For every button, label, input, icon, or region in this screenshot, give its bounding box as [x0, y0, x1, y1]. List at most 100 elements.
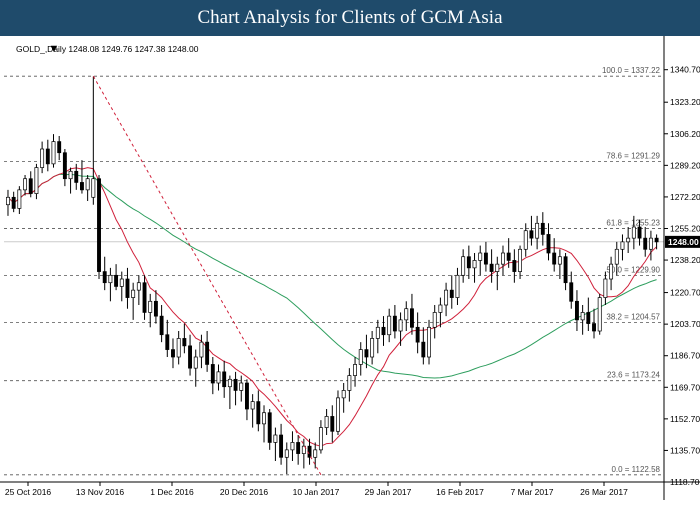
candle-body	[267, 412, 272, 443]
candle-body	[193, 356, 198, 369]
candle-body	[654, 237, 659, 243]
candle-body	[392, 315, 397, 332]
candle-body	[347, 375, 352, 391]
y-axis-tick-label: 1340.70	[670, 65, 700, 75]
candle-body	[227, 378, 232, 388]
candle-body	[51, 141, 56, 165]
candle-body	[597, 297, 602, 332]
candle-body	[262, 412, 266, 425]
candle-body	[45, 148, 50, 165]
candle-body	[250, 401, 255, 410]
candle-body	[301, 445, 306, 454]
candle-body	[472, 260, 477, 269]
candle-body	[40, 148, 45, 168]
x-axis-tick-label: 7 Mar 2017	[511, 487, 554, 497]
candle-body	[6, 196, 10, 206]
chart-header-title: Chart Analysis for Clients of GCM Asia	[0, 0, 700, 36]
fib-level-label: 23.6 = 1173.24	[607, 371, 661, 380]
candle-body	[444, 289, 449, 306]
y-axis-tick-label: 1169.70	[670, 382, 700, 392]
candle-body	[296, 442, 301, 454]
candle-body	[569, 282, 574, 302]
candle-body	[626, 237, 631, 243]
candle-body	[17, 189, 22, 209]
slow-moving-average-line	[7, 173, 657, 379]
candle-body	[28, 178, 33, 194]
candle-body	[148, 300, 153, 313]
candle-body	[523, 230, 528, 250]
y-axis-tick-label: 1135.70	[670, 445, 700, 455]
candle-body	[364, 349, 369, 358]
y-axis-tick-label: 1323.20	[670, 97, 700, 107]
candle-body	[279, 434, 284, 458]
candle-body	[85, 178, 90, 191]
x-axis-tick-label: 10 Jan 2017	[293, 487, 340, 497]
candle-body	[318, 427, 323, 451]
candle-body	[182, 338, 187, 347]
y-axis-tick-label: 1186.70	[670, 351, 700, 361]
candle-body	[125, 278, 130, 298]
candle-body	[643, 237, 648, 250]
candle-body	[574, 300, 579, 321]
x-axis-tick-label: 1 Dec 2016	[150, 487, 194, 497]
candle-body	[222, 371, 227, 388]
candle-body	[501, 252, 505, 265]
candle-body	[421, 341, 426, 358]
y-axis-tick-label: 1203.70	[670, 319, 700, 329]
y-axis-tick-label: 1289.20	[670, 160, 700, 170]
candle-body	[34, 167, 39, 194]
candle-body	[153, 300, 158, 317]
candle-body	[57, 141, 62, 154]
candle-body	[535, 222, 540, 239]
candle-body	[427, 326, 431, 358]
candle-body	[637, 226, 642, 239]
candle-body	[91, 178, 96, 198]
candle-body	[540, 222, 545, 235]
candle-body	[142, 282, 147, 313]
y-axis-tick-label: 1220.70	[670, 288, 700, 298]
candle-body	[284, 449, 289, 458]
candle-body	[387, 315, 392, 336]
candle-body	[131, 289, 136, 298]
candle-body	[171, 349, 175, 358]
candle-body	[256, 401, 261, 425]
candle-body	[512, 260, 517, 272]
candle-body	[580, 312, 585, 321]
candle-body	[11, 196, 16, 209]
y-axis-tick-label: 1238.20	[670, 255, 700, 265]
fib-level-label: 50.0 = 1229.90	[606, 265, 660, 274]
candle-body	[353, 364, 358, 376]
candle-body	[398, 319, 403, 332]
candle-body	[586, 312, 591, 324]
candle-body	[449, 289, 454, 298]
candle-body	[546, 234, 551, 254]
candle-body	[438, 304, 443, 313]
candle-body	[97, 178, 101, 272]
candle-body	[307, 445, 312, 458]
candle-body	[136, 282, 141, 291]
candle-body	[62, 152, 67, 180]
candle-body	[478, 252, 483, 261]
current-price-label: 1248.00	[668, 237, 699, 247]
candle-body	[552, 252, 557, 265]
candle-body	[244, 382, 249, 410]
candle-body	[205, 341, 210, 365]
candle-body	[159, 315, 164, 336]
price-chart: ▼ GOLD_,Daily 1248.08 1249.76 1247.38 12…	[0, 36, 700, 500]
candle-body	[483, 252, 488, 265]
candle-body	[415, 326, 420, 343]
y-axis-tick-label: 1118.70	[670, 477, 700, 487]
candle-body	[102, 271, 107, 284]
candle-body	[165, 334, 170, 350]
candle-body	[455, 274, 460, 298]
x-axis-tick-label: 26 Mar 2017	[580, 487, 628, 497]
candle-body	[529, 230, 534, 239]
candle-body	[506, 252, 511, 261]
fib-level-label: 0.0 = 1122.58	[611, 465, 660, 474]
candle-body	[68, 170, 73, 180]
candle-body	[358, 349, 363, 365]
fib-level-label: 100.0 = 1337.22	[602, 66, 661, 75]
current-price-tag	[665, 235, 700, 248]
candle-body	[409, 308, 414, 328]
candle-body	[557, 256, 562, 265]
